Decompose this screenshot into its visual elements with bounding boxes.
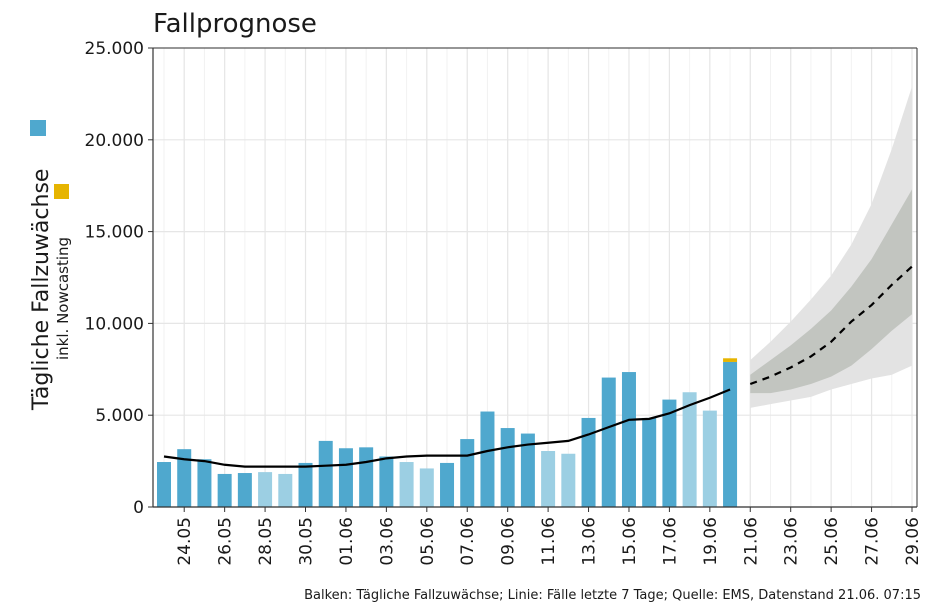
bar [157, 462, 171, 507]
bar [399, 462, 414, 507]
x-tick-label: 17.06 [660, 517, 680, 566]
y-tick-label: 0 [133, 498, 144, 518]
x-tick-label: 09.06 [499, 517, 519, 566]
bar [662, 399, 677, 507]
y-tick-label: 15.000 [85, 223, 144, 243]
forecast-line [749, 265, 913, 386]
x-tick-label: 25.06 [822, 517, 842, 566]
marks [157, 86, 913, 507]
bar [318, 440, 333, 507]
bar [480, 411, 495, 507]
nowcast-bar [723, 358, 738, 362]
bar [621, 372, 636, 507]
x-tick-label: 29.06 [903, 517, 923, 566]
x-tick-label: 28.05 [256, 517, 276, 566]
x-tick-label: 24.05 [175, 517, 195, 566]
plot-area [153, 48, 917, 507]
nowcast-key [54, 184, 69, 199]
bar [258, 472, 273, 507]
x-tick-label: 05.06 [418, 517, 438, 566]
x-tick-label: 15.06 [620, 517, 640, 566]
bar [500, 428, 515, 507]
x-tick-label: 11.06 [539, 517, 559, 566]
bar [419, 468, 434, 507]
x-tick-label: 30.05 [297, 517, 317, 566]
bar [217, 473, 232, 507]
bar [278, 473, 293, 507]
bar [298, 462, 313, 507]
x-tick-label: 23.06 [782, 517, 802, 566]
bar [197, 459, 212, 507]
y-tick-label: 5.000 [95, 406, 144, 426]
bar [520, 433, 535, 507]
bar [177, 449, 192, 507]
axes: 0 5.000 10.000 15.000 20.000 25.000 24.05 26.05… [85, 39, 923, 566]
y-tick-label: 25.000 [85, 39, 144, 59]
bar [541, 451, 556, 507]
bar [601, 377, 616, 507]
y-axis-subtitle: inkl. Nowcasting [54, 237, 72, 360]
x-tick-label: 21.06 [741, 517, 761, 566]
bar [642, 417, 657, 507]
bar [561, 453, 576, 507]
x-tick-label: 19.06 [701, 517, 721, 566]
x-tick-label: 13.06 [580, 517, 600, 566]
bar [581, 417, 596, 507]
y-tick-label: 20.000 [85, 131, 144, 151]
bar [338, 448, 353, 507]
x-tick-label: 07.06 [458, 517, 478, 566]
chart-title: Fallprognose [153, 9, 317, 39]
x-tick-label: 03.06 [377, 517, 397, 566]
forecast-band [750, 189, 912, 394]
bar [682, 392, 697, 507]
line [163, 388, 731, 468]
x-tick-label: 01.06 [337, 517, 357, 566]
y-tick-label: 10.000 [85, 314, 144, 334]
bar [379, 456, 394, 507]
y-axis-title: Tägliche Fallzuwächse [29, 169, 54, 411]
bar [702, 410, 717, 507]
bar [723, 361, 738, 507]
caption: Balken: Tägliche Fallzuwächse; Linie: Fä… [304, 588, 921, 603]
bar [237, 473, 252, 507]
bar-key [30, 120, 46, 136]
x-tick-label: 26.05 [216, 517, 236, 566]
bar [460, 439, 475, 507]
bar [440, 462, 455, 507]
bar [359, 447, 374, 507]
x-tick-label: 27.06 [863, 517, 883, 566]
